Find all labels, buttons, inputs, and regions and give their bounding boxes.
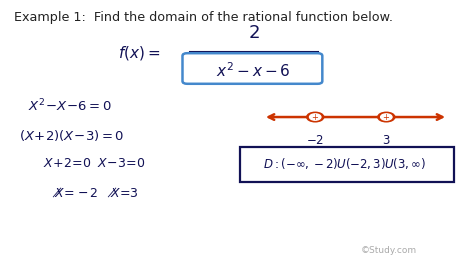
Text: $(X\!+\!2)(X\!-\!3)=0$: $(X\!+\!2)(X\!-\!3)=0$ bbox=[19, 128, 124, 143]
Text: $-2$: $-2$ bbox=[306, 135, 324, 147]
Text: $f(x) =$: $f(x) =$ bbox=[118, 44, 161, 62]
Text: $x^2-x-6$: $x^2-x-6$ bbox=[216, 61, 291, 80]
Text: ©Study.com: ©Study.com bbox=[361, 246, 417, 255]
Text: $X\!+\!2\!=\!0\;\;X\!-\!3\!=\!0$: $X\!+\!2\!=\!0\;\;X\!-\!3\!=\!0$ bbox=[43, 157, 145, 170]
Circle shape bbox=[310, 114, 321, 120]
Text: Example 1:  Find the domain of the rational function below.: Example 1: Find the domain of the ration… bbox=[14, 11, 393, 24]
Text: $+$: $+$ bbox=[311, 112, 319, 122]
Text: $X^2\!-\!X\!-\!6=0$: $X^2\!-\!X\!-\!6=0$ bbox=[28, 98, 112, 115]
Circle shape bbox=[378, 112, 395, 122]
Text: $D: (-\infty,-2)U(-2,3)U(3,\infty)$: $D: (-\infty,-2)U(-2,3)U(3,\infty)$ bbox=[264, 156, 427, 171]
Text: $2$: $2$ bbox=[248, 24, 259, 42]
Circle shape bbox=[307, 112, 324, 122]
Text: $X\!\not=\!-2\quad X\!\not=\!3$: $X\!\not=\!-2\quad X\!\not=\!3$ bbox=[52, 186, 139, 200]
Circle shape bbox=[381, 114, 392, 120]
Text: $+$: $+$ bbox=[383, 112, 390, 122]
Text: $3$: $3$ bbox=[382, 135, 391, 147]
